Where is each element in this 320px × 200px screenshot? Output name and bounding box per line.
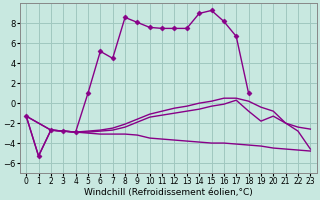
X-axis label: Windchill (Refroidissement éolien,°C): Windchill (Refroidissement éolien,°C): [84, 188, 253, 197]
